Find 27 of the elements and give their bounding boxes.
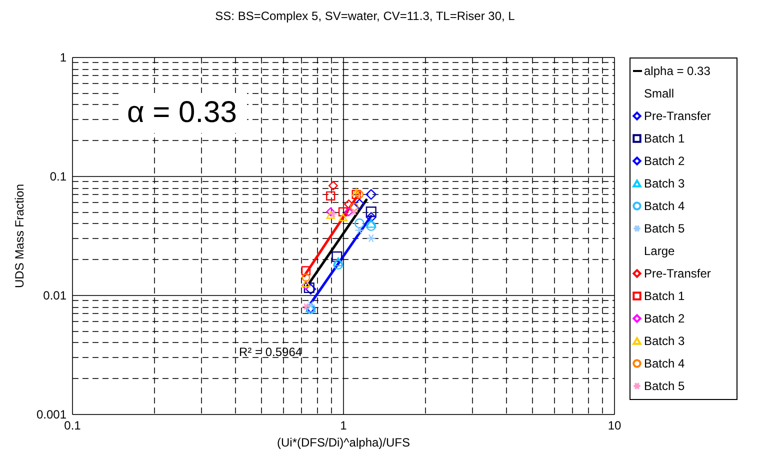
x-axis-title: (Ui*(DFS/Di)^alpha)/UFS [277,436,410,450]
legend-label: Batch 1 [644,132,686,146]
legend-label: Batch 2 [644,312,686,326]
legend-label: Batch 2 [644,154,686,168]
legend-label: Batch 3 [644,334,686,348]
y-tick-label: 0.001 [36,408,67,422]
text: Small [644,86,674,100]
legend-label: Batch 1 [644,289,686,303]
legend-label: Pre-Transfer [644,266,711,280]
annotation: R² = 0.5964 [239,345,302,359]
y-tick-label: 0.1 [50,170,67,184]
text: Large [644,244,676,258]
y-tick-label: 1 [60,50,67,64]
legend-label: Batch 3 [644,176,686,190]
x-tick-label: 1 [340,418,348,432]
legend-label: Batch 4 [644,199,686,213]
annotation: α = 0.33 [127,96,237,129]
chart-title: SS: BS=Complex 5, SV=water, CV=11.3, TL=Riser 30, L [215,9,516,23]
legend-label: Pre-Transfer [644,109,711,123]
legend-label: Batch 4 [644,356,686,370]
x-tick-label: 10 [608,418,622,432]
y-axis-title: UDS Mass Fraction [12,184,26,288]
x-tick-label: 0.1 [64,418,82,432]
legend-label: Batch 5 [644,379,686,393]
y-tick-label: 0.01 [43,288,67,302]
legend-label: alpha = 0.33 [644,64,711,78]
legend-label: Batch 5 [644,222,686,236]
